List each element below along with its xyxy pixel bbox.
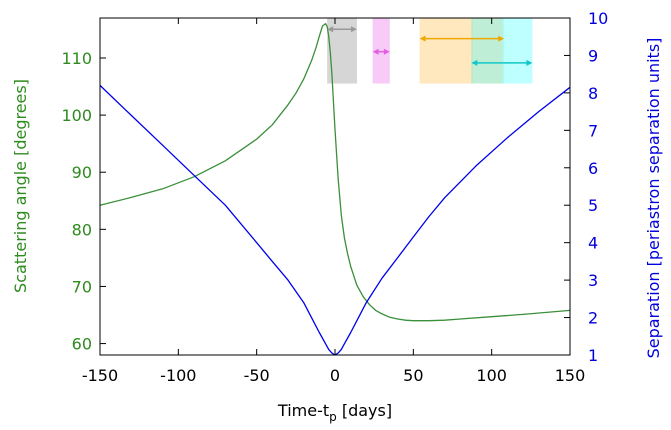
y-left-tick-label: 60: [72, 335, 92, 354]
y-left-axis-title: Scattering angle [degrees]: [11, 79, 30, 293]
y-right-tick-label: 4: [588, 234, 598, 253]
y-left-tick-label: 90: [72, 163, 92, 182]
highlight-band-4: [503, 18, 533, 84]
x-tick-label: 50: [403, 366, 423, 385]
highlight-band-3: [471, 18, 504, 84]
highlight-band-2: [420, 18, 473, 84]
y-left-axis-ticks: 60 70 80 90 100 110: [61, 49, 106, 354]
x-tick-label: 150: [555, 366, 586, 385]
x-tick-label: -50: [244, 366, 270, 385]
x-tick-label: 100: [476, 366, 507, 385]
highlight-bands: [327, 18, 532, 84]
y-left-tick-label: 80: [72, 220, 92, 239]
y-right-tick-label: 9: [588, 46, 598, 65]
y-right-tick-label: 10: [588, 9, 608, 28]
x-tick-label: -150: [82, 366, 118, 385]
y-right-tick-label: 7: [588, 121, 598, 140]
y-right-tick-label: 5: [588, 196, 598, 215]
y-right-axis-title: Separation [periastron separation units]: [644, 38, 663, 359]
y-right-tick-label: 2: [588, 309, 598, 328]
y-left-tick-label: 70: [72, 277, 92, 296]
y-right-tick-label: 1: [588, 346, 598, 365]
y-right-tick-label: 3: [588, 271, 598, 290]
y-left-tick-label: 110: [61, 49, 92, 68]
x-axis-title: Time-tp [days]: [277, 401, 392, 424]
y-right-tick-label: 6: [588, 159, 598, 178]
x-tick-label: 0: [330, 366, 340, 385]
y-left-tick-label: 100: [61, 106, 92, 125]
y-right-axis-ticks: 1 2 3 4 5 6 7 8 9 10: [564, 9, 608, 365]
y-right-tick-label: 8: [588, 84, 598, 103]
x-tick-label: -100: [160, 366, 196, 385]
